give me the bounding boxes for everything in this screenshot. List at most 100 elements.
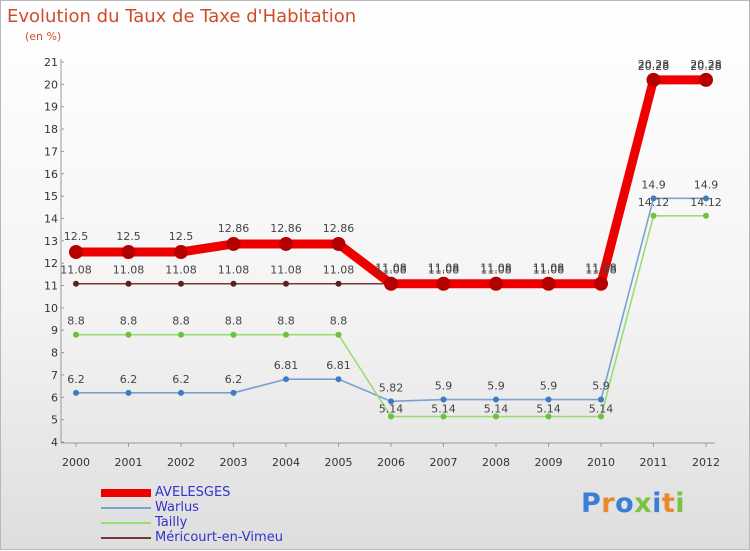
data-point-avelesges: [69, 245, 83, 259]
data-point-mericourt: [335, 280, 342, 287]
data-point-tailly: [125, 331, 132, 338]
data-label-tailly: 8.8: [120, 315, 138, 328]
data-point-tailly: [545, 413, 552, 420]
data-point-mericourt: [125, 280, 132, 287]
data-label-mericourt: 11.08: [428, 264, 460, 277]
y-tick-label: 15: [44, 190, 58, 203]
x-tick-label: 2005: [325, 456, 353, 469]
data-point-avelesges: [594, 276, 608, 291]
data-label-avelesges: 11.08: [533, 262, 565, 275]
data-point-tailly: [73, 331, 79, 338]
data-point-warlus: [545, 396, 552, 403]
data-point-warlus: [73, 389, 79, 396]
data-point-avelesges: [646, 72, 661, 87]
y-tick-label: 19: [44, 101, 58, 114]
data-point-avelesges: [226, 236, 241, 251]
data-label-warlus: 6.2: [172, 373, 190, 386]
chart-title: Evolution du Taux de Taxe d'Habitation: [7, 6, 357, 27]
data-point-warlus: [125, 389, 132, 396]
data-point-tailly: [283, 331, 289, 338]
y-tick-label: 9: [51, 324, 58, 337]
data-label-mericourt: 11.08: [323, 264, 355, 277]
data-label-warlus: 14.9: [694, 178, 719, 191]
y-tick-label: 14: [44, 212, 58, 225]
x-tick-label: 2000: [62, 456, 90, 469]
data-label-warlus: 5.9: [435, 380, 453, 393]
logo-letter: i: [675, 488, 686, 519]
data-label-avelesges: 12.86: [323, 222, 355, 235]
data-point-avelesges: [174, 245, 188, 259]
logo-letter: i: [652, 488, 662, 519]
y-tick-label: 21: [44, 56, 58, 69]
data-point-warlus: [440, 396, 447, 403]
data-label-warlus: 5.82: [379, 381, 404, 394]
x-tick-label: 2011: [640, 456, 668, 469]
data-label-mericourt: 11.08: [165, 264, 197, 277]
data-point-mericourt: [178, 280, 184, 287]
chart-unit-label: (en %): [25, 30, 62, 43]
data-label-mericourt: 20.28: [690, 60, 722, 73]
logo-letter: t: [661, 488, 676, 519]
data-label-warlus: 6.2: [67, 373, 85, 386]
data-label-warlus: 6.81: [326, 359, 351, 372]
data-label-warlus: 5.9: [592, 380, 610, 393]
logo-letter: P: [581, 488, 602, 519]
data-point-warlus: [388, 398, 394, 405]
data-label-tailly: 5.14: [379, 403, 404, 416]
data-point-mericourt: [230, 280, 237, 287]
data-label-avelesges: 20.28: [638, 58, 670, 71]
proxiti-logo: Proxiti: [581, 488, 685, 519]
y-tick-label: 20: [44, 78, 58, 91]
data-label-tailly: 5.14: [431, 403, 456, 416]
data-point-tailly: [703, 212, 709, 219]
data-point-mericourt: [283, 280, 289, 287]
legend-label-mericourt: Méricourt-en-Vimeu: [155, 530, 283, 545]
data-point-tailly: [650, 212, 657, 219]
data-label-mericourt: 11.08: [480, 264, 512, 277]
data-point-avelesges: [699, 72, 713, 87]
data-label-mericourt: 20.28: [638, 60, 670, 73]
y-tick-label: 10: [44, 302, 58, 315]
y-tick-label: 4: [51, 436, 58, 449]
data-label-mericourt: 11.08: [218, 264, 250, 277]
data-label-avelesges: 12.5: [169, 230, 194, 243]
data-label-mericourt: 11.08: [533, 264, 565, 277]
legend-swatch-warlus: [101, 507, 151, 509]
data-label-mericourt: 11.08: [113, 264, 145, 277]
legend-label-avelesges: AVELESGES: [155, 485, 231, 500]
y-tick-label: 5: [51, 414, 58, 427]
data-label-warlus: 5.9: [487, 380, 505, 393]
data-label-avelesges: 11.08: [585, 262, 617, 275]
x-tick-label: 2004: [272, 456, 300, 469]
data-label-avelesges: 12.5: [64, 230, 89, 243]
data-point-tailly: [388, 413, 394, 420]
data-label-avelesges: 12.5: [116, 230, 141, 243]
data-label-avelesges: 20.28: [690, 58, 722, 71]
data-label-warlus: 14.9: [641, 178, 666, 191]
legend-label-tailly: Tailly: [155, 515, 188, 530]
data-point-warlus: [703, 195, 709, 202]
data-label-warlus: 5.9: [540, 380, 558, 393]
data-label-warlus: 6.81: [274, 359, 299, 372]
data-point-tailly: [598, 413, 604, 420]
y-tick-label: 11: [44, 280, 58, 293]
data-label-avelesges: 12.86: [218, 222, 250, 235]
data-point-warlus: [178, 389, 184, 396]
y-tick-label: 8: [51, 347, 58, 360]
data-point-mericourt: [73, 280, 79, 287]
data-point-tailly: [178, 331, 184, 338]
logo-letter: o: [615, 488, 635, 519]
data-label-tailly: 8.8: [330, 315, 348, 328]
data-label-avelesges: 11.08: [480, 262, 512, 275]
data-point-warlus: [650, 195, 657, 202]
data-label-avelesges: 11.08: [375, 262, 407, 275]
data-point-tailly: [493, 413, 499, 420]
y-tick-label: 6: [51, 391, 58, 404]
x-tick-label: 2008: [482, 456, 510, 469]
x-tick-label: 2003: [220, 456, 248, 469]
data-label-mericourt: 11.08: [585, 264, 617, 277]
data-label-avelesges: 11.08: [428, 262, 460, 275]
data-label-tailly: 14.12: [690, 196, 722, 209]
